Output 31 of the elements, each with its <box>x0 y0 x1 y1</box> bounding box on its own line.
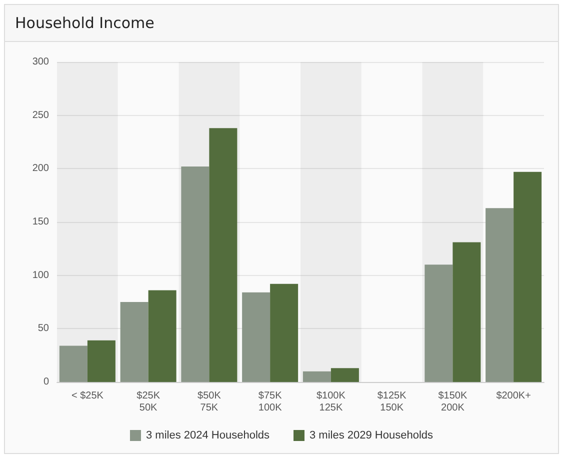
x-tick-label: $75K 100K <box>258 390 282 414</box>
y-tick-label: 200 <box>32 163 50 174</box>
bar <box>514 172 542 382</box>
bar <box>452 242 481 382</box>
x-tick-label: < $25K <box>71 390 104 402</box>
x-tick-label: $100K 125K <box>316 390 346 414</box>
x-tick-label: $25K 50K <box>136 390 160 414</box>
y-tick-label: 250 <box>32 110 50 121</box>
bar <box>87 340 116 382</box>
bar <box>270 284 298 382</box>
bar <box>242 292 270 382</box>
bar <box>120 302 148 382</box>
chart-title: Household Income <box>5 5 558 42</box>
x-tick-label: $150K 200K <box>438 390 468 414</box>
bar <box>302 371 331 382</box>
y-tick-label: 150 <box>32 216 50 228</box>
x-tick-label: $200K+ <box>496 390 532 402</box>
bar <box>59 346 88 382</box>
bar <box>486 208 514 382</box>
x-tick-label: $50K 75K <box>198 390 222 414</box>
y-tick-label: 0 <box>43 376 50 388</box>
bar <box>181 166 210 382</box>
bar <box>330 368 359 382</box>
bar <box>148 290 176 382</box>
y-tick-label: 100 <box>32 270 50 281</box>
legend-label: 3 miles 2029 Households <box>310 430 434 442</box>
y-tick-label: 50 <box>38 323 50 334</box>
bar <box>424 264 453 382</box>
x-tick-label: $125K 150K <box>377 390 407 414</box>
legend-label: 3 miles 2024 Households <box>146 430 270 442</box>
y-tick-label: 300 <box>32 56 50 68</box>
